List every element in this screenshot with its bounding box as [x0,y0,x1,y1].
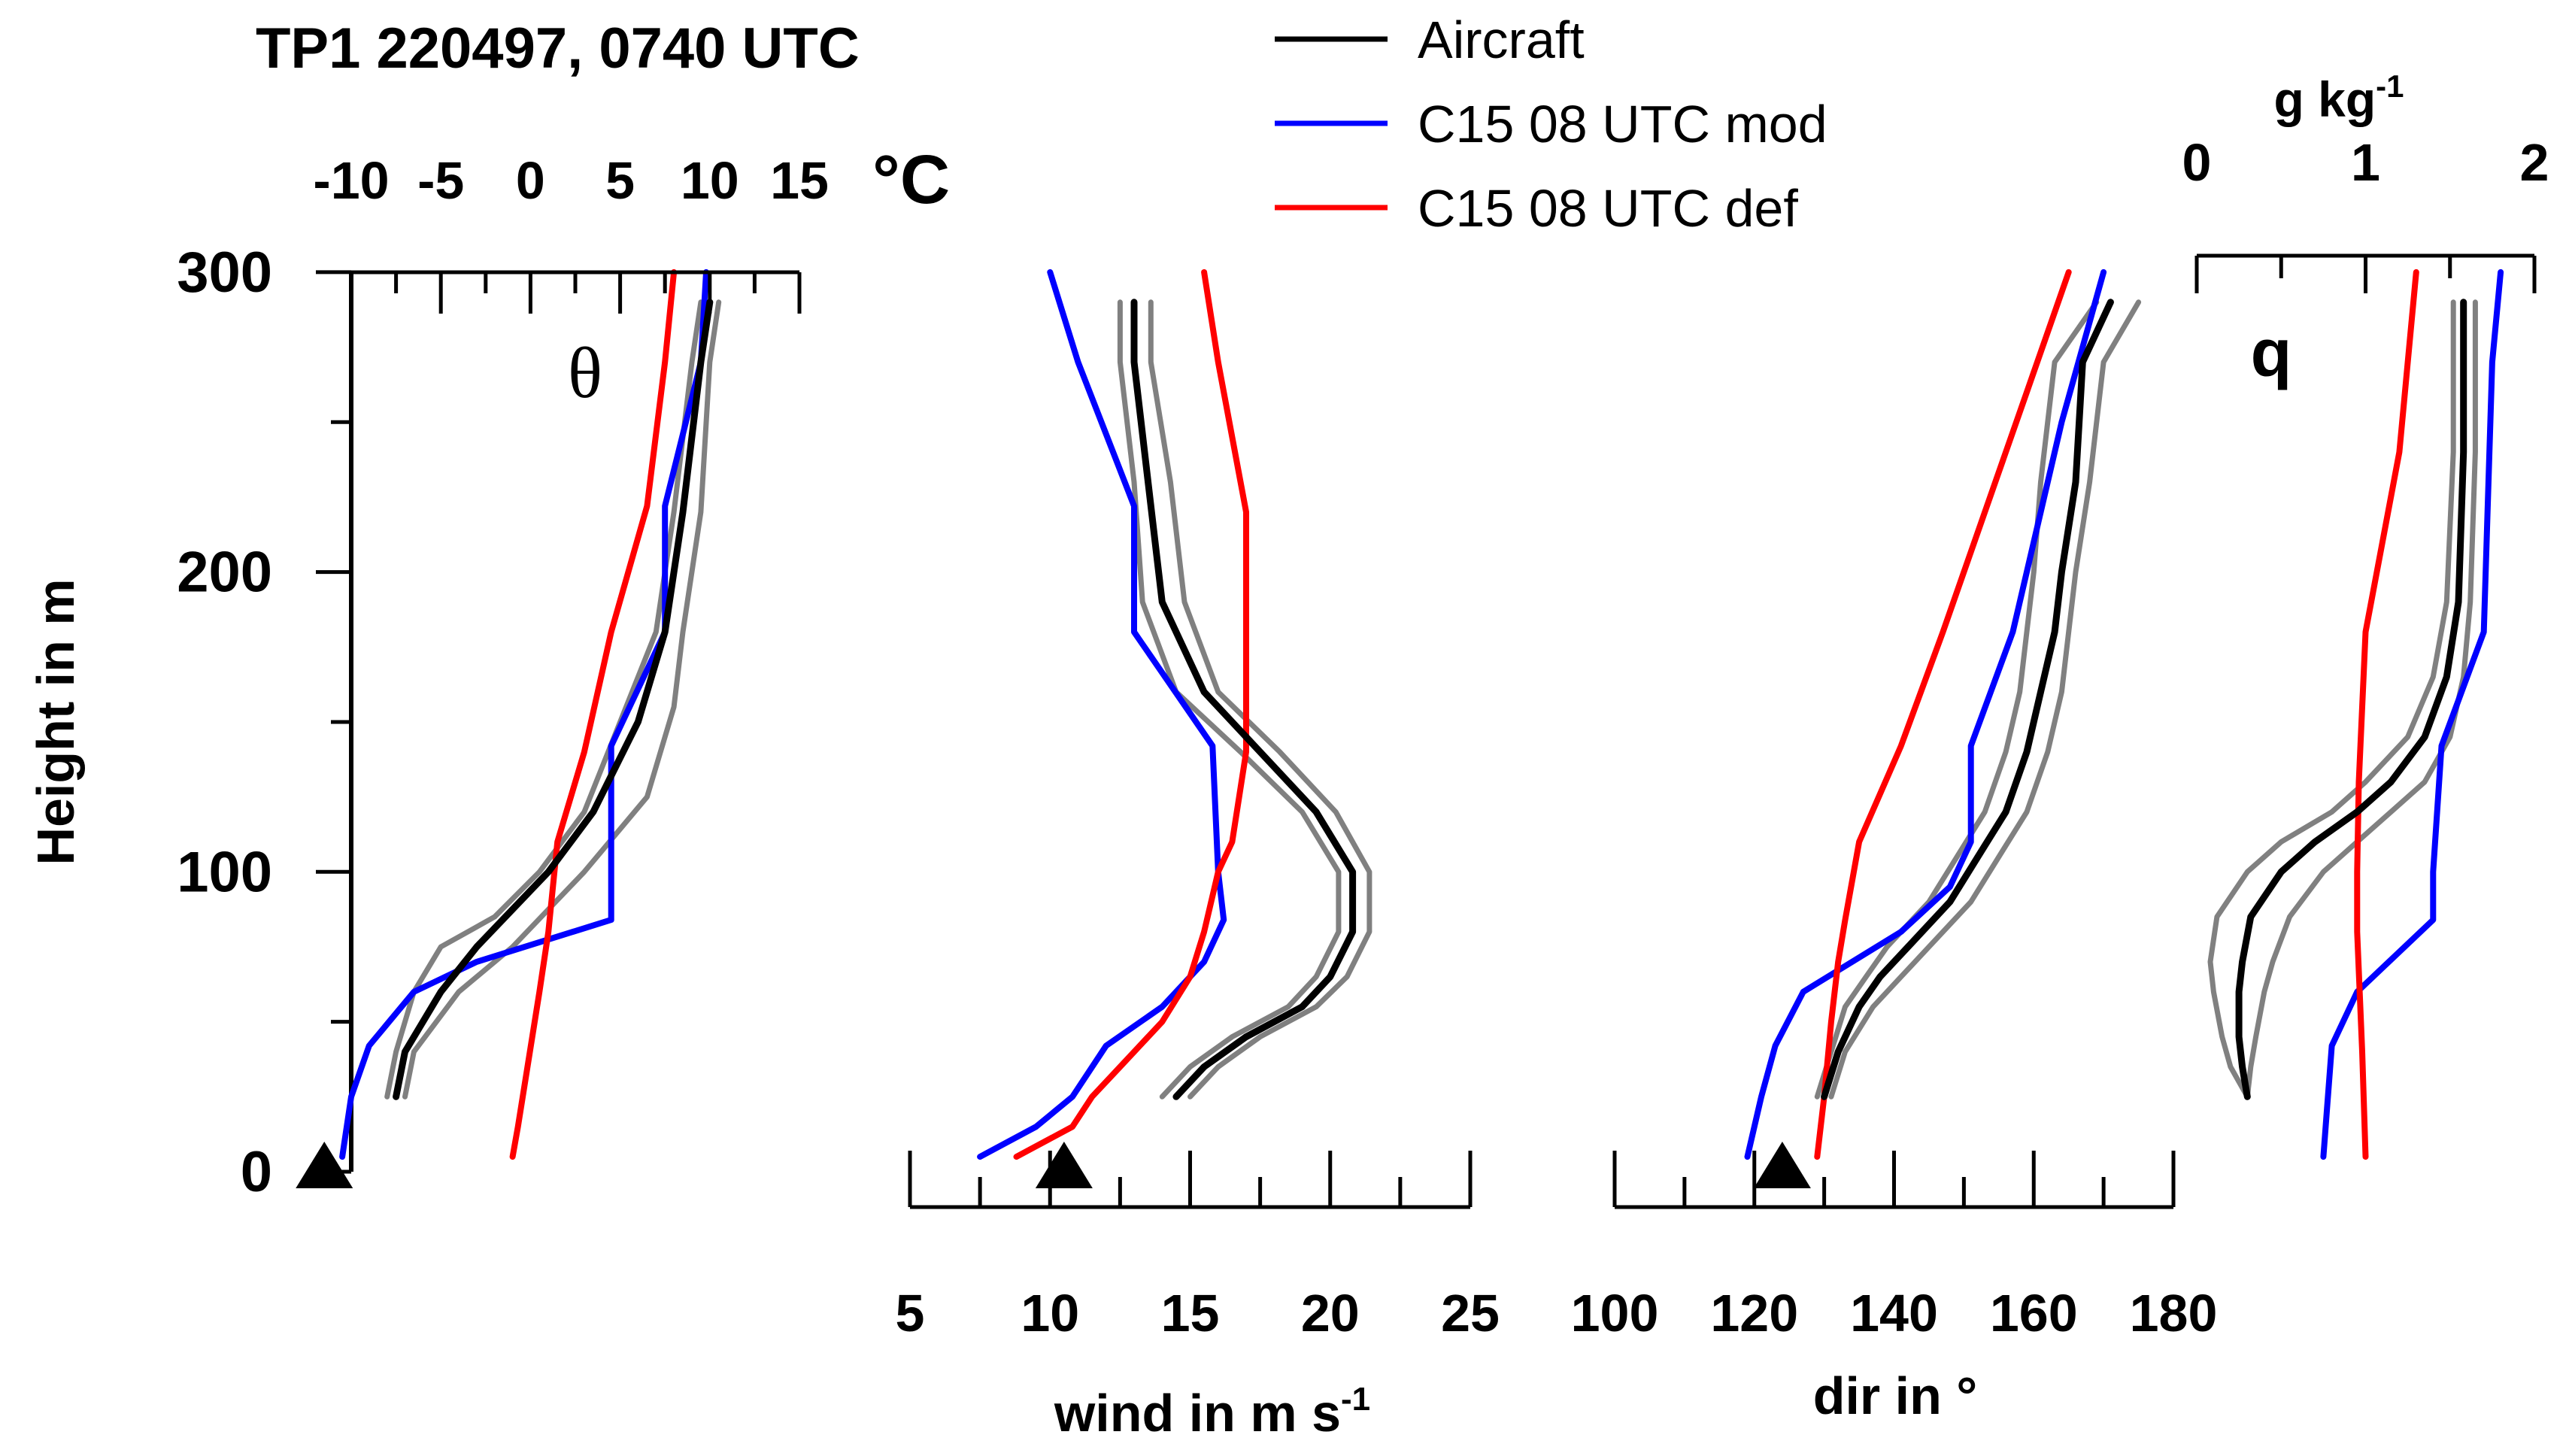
wind-tick-label: 15 [1161,1284,1220,1342]
theta-tick-label: 10 [681,151,739,210]
theta-range-line [384,299,704,1100]
dir-def-line [1814,268,2072,1160]
theta-tick-label: -10 [313,151,389,210]
q-mod-line [2320,268,2504,1160]
q-def-line [2354,268,2419,1160]
dir-tick-label: 160 [1990,1284,2078,1342]
wind-tick-label: 20 [1301,1284,1360,1342]
q-aircraft-line [2235,299,2467,1100]
q-tick-label: 1 [2351,133,2380,192]
theta-surface-marker [296,1142,353,1188]
y-tick-label: 0 [241,1140,272,1204]
q-panel-label: q [2251,316,2292,391]
q-panel: 0 1 2 g kg-1 q [2182,68,2549,1160]
theta-def-line [509,268,678,1160]
dir-mod-line [1744,268,2107,1160]
y-tick-label: 300 [177,241,272,305]
dir-panel: 100 120 140 160 180 dir in ° [1571,268,2218,1425]
q-x-axis: 0 1 2 [2182,133,2549,293]
y-axis-label: Height in m [26,578,85,865]
wind-range-line [1148,299,1372,1100]
dir-x-axis: 100 120 140 160 180 [1571,1151,2218,1342]
wind-aircraft-line [1130,299,1357,1100]
wind-axis-label-sup: -1 [1341,1381,1370,1418]
dir-tick-label: 140 [1850,1284,1938,1342]
legend-def-label: C15 08 UTC def [1418,179,1798,238]
theta-tick-label: 0 [516,151,545,210]
wind-x-axis: 5 10 15 20 25 [896,1151,1500,1342]
theta-aircraft-line [393,299,714,1100]
q-tick-label: 0 [2182,133,2212,192]
y-tick-label: 200 [177,541,272,605]
y-tick-label: 100 [177,840,272,904]
legend-aircraft-label: Aircraft [1418,11,1585,69]
dir-curves [1744,268,2142,1188]
theta-panel-label: θ [568,332,602,413]
y-axis-ticks: 0 100 200 300 [177,241,351,1204]
q-axis-label: g kg-1 [2273,68,2404,127]
q-tick-label: 2 [2520,133,2549,192]
wind-mod-line [977,268,1227,1160]
theta-range-line [402,299,722,1100]
theta-tick-label: 5 [605,151,635,210]
q-axis-label-text: g kg [2273,71,2376,127]
legend-mod-label: C15 08 UTC mod [1418,95,1827,153]
theta-x-axis: -10 -5 0 5 10 15 [313,151,829,314]
wind-axis-label: wind in m s-1 [1054,1381,1370,1442]
dir-tick-label: 120 [1710,1284,1798,1342]
dir-axis-label: dir in ° [1813,1367,1978,1425]
wind-panel: 5 10 15 20 25 wind in m s-1 [896,268,1500,1442]
dir-tick-label: 100 [1571,1284,1659,1342]
q-curves [2207,268,2504,1160]
wind-def-line [1013,268,1249,1160]
wind-tick-label: 5 [896,1284,925,1342]
wind-tick-label: 25 [1441,1284,1500,1342]
theta-tick-label: 15 [770,151,829,210]
legend: Aircraft C15 08 UTC mod C15 08 UTC def [1275,11,1827,238]
dir-aircraft-line [1821,299,2114,1100]
dir-tick-label: 180 [2130,1284,2218,1342]
dir-range-line [1828,299,2142,1100]
q-axis-label-sup: -1 [2376,68,2404,104]
wind-curves [977,268,1372,1188]
q-range-line [2207,299,2456,1100]
theta-tick-label: -5 [417,151,464,210]
wind-axis-label-text: wind in m s [1054,1384,1341,1442]
theta-unit-label: °C [872,141,950,218]
theta-panel: -10 -5 0 5 10 15 °C θ [296,141,950,1188]
wind-tick-label: 10 [1021,1284,1079,1342]
dir-surface-marker [1753,1142,1811,1188]
theta-mod-line [339,268,709,1160]
y-axis: 0 100 200 300 Height in m [26,241,353,1204]
figure-title: TP1 220497, 0740 UTC [256,17,860,80]
theta-curves [296,268,722,1188]
